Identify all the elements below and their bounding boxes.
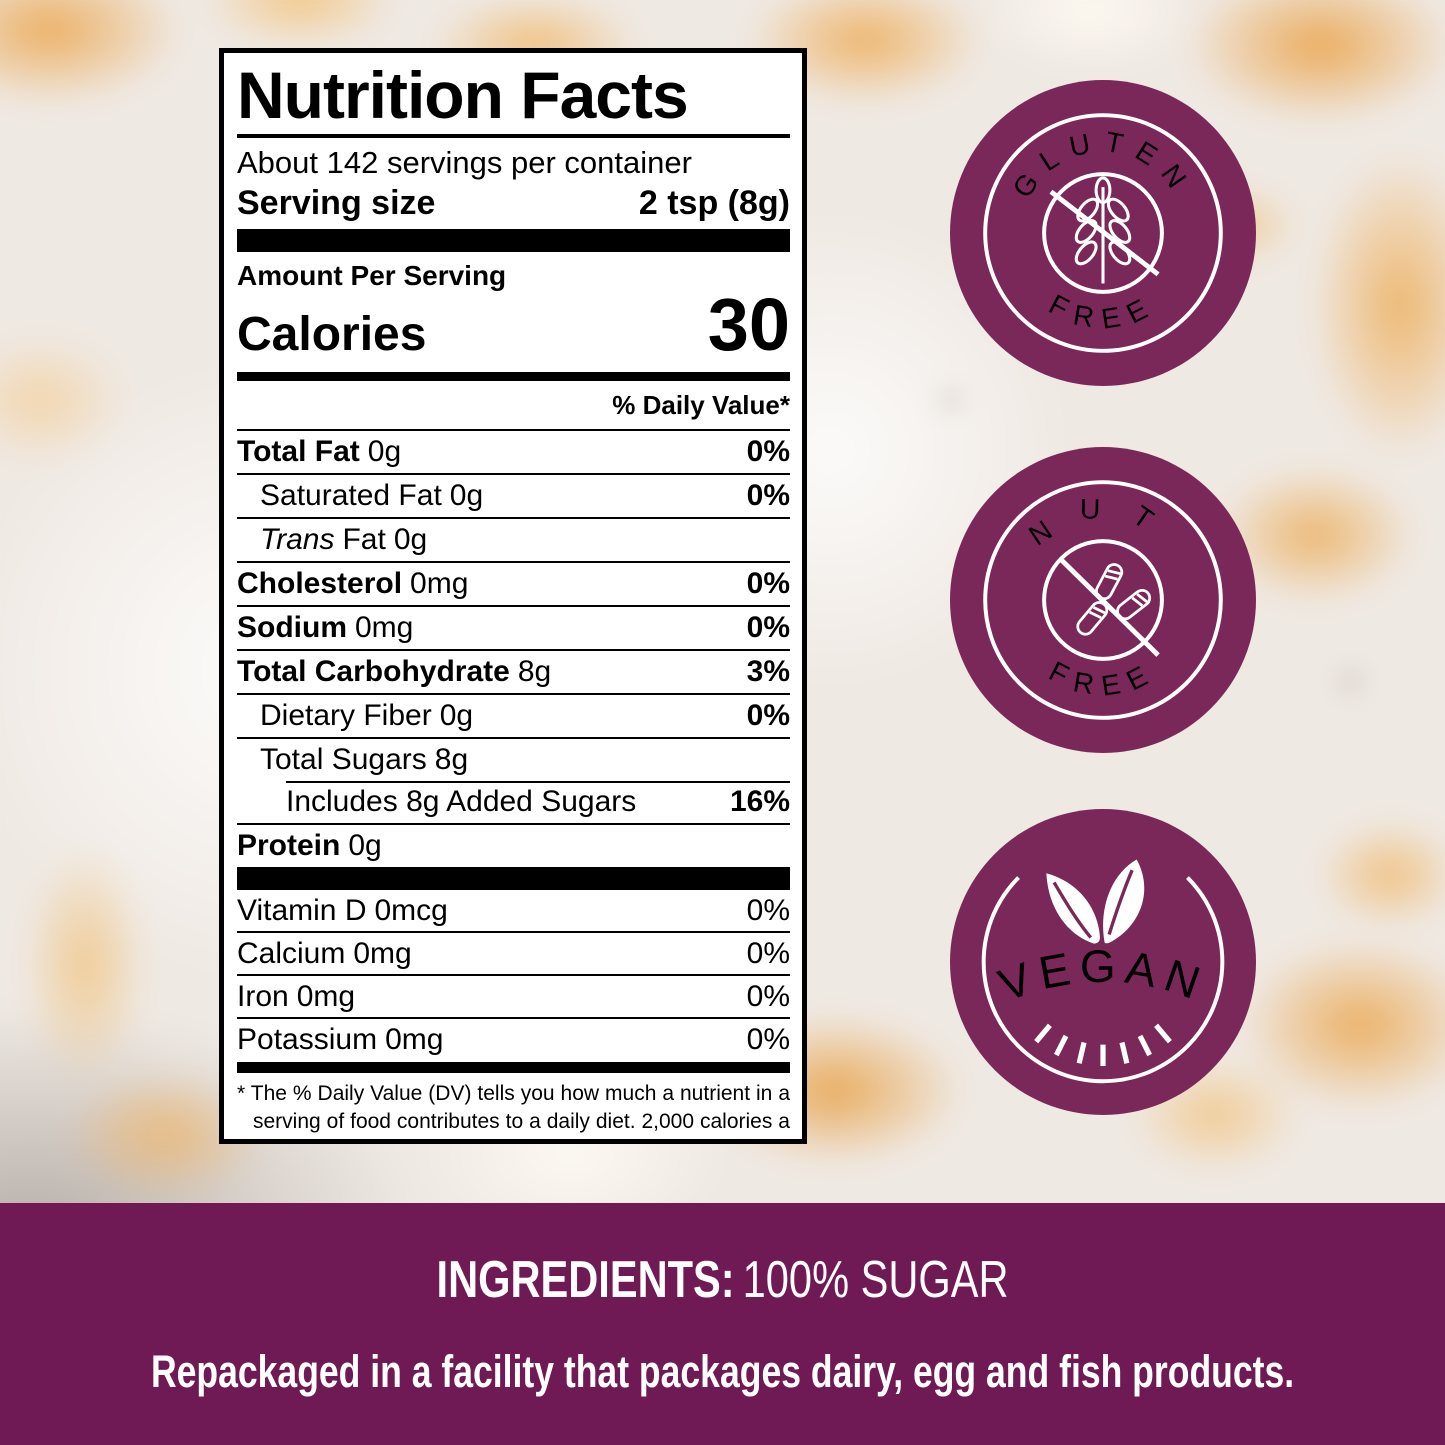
nutrient-row-dietary-fiber: Dietary Fiber 0g 0%	[237, 692, 790, 737]
leaves-icon	[1046, 859, 1145, 944]
daily-value-footnote: * The % Daily Value (DV) tells you how m…	[237, 1081, 790, 1139]
thick-divider-bar	[237, 866, 790, 890]
micronutrient-section: Vitamin D 0mcg 0% Calcium 0mg 0% Iron 0mg 0…	[237, 890, 790, 1060]
ingredients-label: INGREDIENTS:	[436, 1251, 735, 1309]
nutrient-row-saturated-fat: Saturated Fat 0g 0%	[237, 472, 790, 517]
ingredients-value: 100% SUGAR	[742, 1251, 1009, 1309]
nutrient-row-cholesterol: Cholesterol 0mg 0%	[237, 560, 790, 605]
medium-divider-bar	[237, 371, 790, 381]
nutrient-row-vitamin-d: Vitamin D 0mcg 0%	[237, 893, 790, 927]
nutrient-row-total-fat: Total Fat 0g 0%	[237, 428, 790, 473]
allergen-note: Repackaged in a facility that packages d…	[150, 1346, 1295, 1397]
nutrient-row-total-carbohydrate: Total Carbohydrate 8g 3%	[237, 648, 790, 693]
calories-row: Calories 30	[237, 282, 790, 367]
nutrient-row-added-sugars: Includes 8g Added Sugars 16%	[237, 780, 790, 823]
amount-per-serving-label: Amount Per Serving	[237, 259, 507, 291]
slash-line	[1059, 558, 1160, 657]
badge-ring	[983, 480, 1223, 720]
calories-value: 30	[707, 282, 790, 366]
thick-divider-bar	[237, 228, 790, 252]
serving-size-value: 2 tsp (8g)	[638, 183, 790, 222]
nutrition-facts-label: Nutrition Facts About 142 servings per c…	[219, 48, 807, 1144]
slash-line	[1049, 189, 1160, 277]
badge-ring	[983, 113, 1223, 353]
badge-circle	[950, 809, 1256, 1115]
ingredients-line: INGREDIENTS: 100% SUGAR	[436, 1250, 1008, 1310]
nutrient-row-trans-fat: Trans Fat 0g	[237, 516, 790, 561]
nutrient-row-protein: Protein 0g	[237, 822, 790, 867]
badge-vegan: VEGAN	[950, 809, 1256, 1115]
wheat-crossed-icon	[1042, 172, 1164, 294]
nutrient-row-iron: Iron 0mg 0%	[237, 973, 790, 1017]
calories-label: Calories	[237, 307, 427, 361]
tick-marks	[1034, 1023, 1172, 1067]
nutrient-row-potassium: Potassium 0mg 0%	[237, 1016, 790, 1060]
ingredients-banner: INGREDIENTS: 100% SUGAR Repackaged in a f…	[0, 1203, 1445, 1445]
serving-size-row: Serving size 2 tsp (8g)	[237, 182, 790, 224]
nutrient-row-sodium: Sodium 0mg 0%	[237, 604, 790, 649]
nutrition-facts-title: Nutrition Facts	[237, 58, 689, 132]
serving-size-label: Serving size	[237, 183, 436, 222]
nutrient-row-calcium: Calcium 0mg 0%	[237, 930, 790, 974]
thin-divider-bar	[237, 1061, 790, 1073]
nutrient-row-total-sugars: Total Sugars 8g	[237, 736, 790, 781]
servings-per-container: About 142 servings per container	[237, 144, 692, 180]
title-divider	[237, 133, 790, 138]
daily-value-header: % Daily Value*	[612, 389, 790, 420]
badge-nut-free: NUT FREE	[950, 447, 1256, 753]
badge-gluten-free: GLUTEN FREE	[950, 80, 1256, 386]
badge-open-ring	[981, 876, 1225, 1084]
peanuts-crossed-icon	[1042, 539, 1164, 661]
